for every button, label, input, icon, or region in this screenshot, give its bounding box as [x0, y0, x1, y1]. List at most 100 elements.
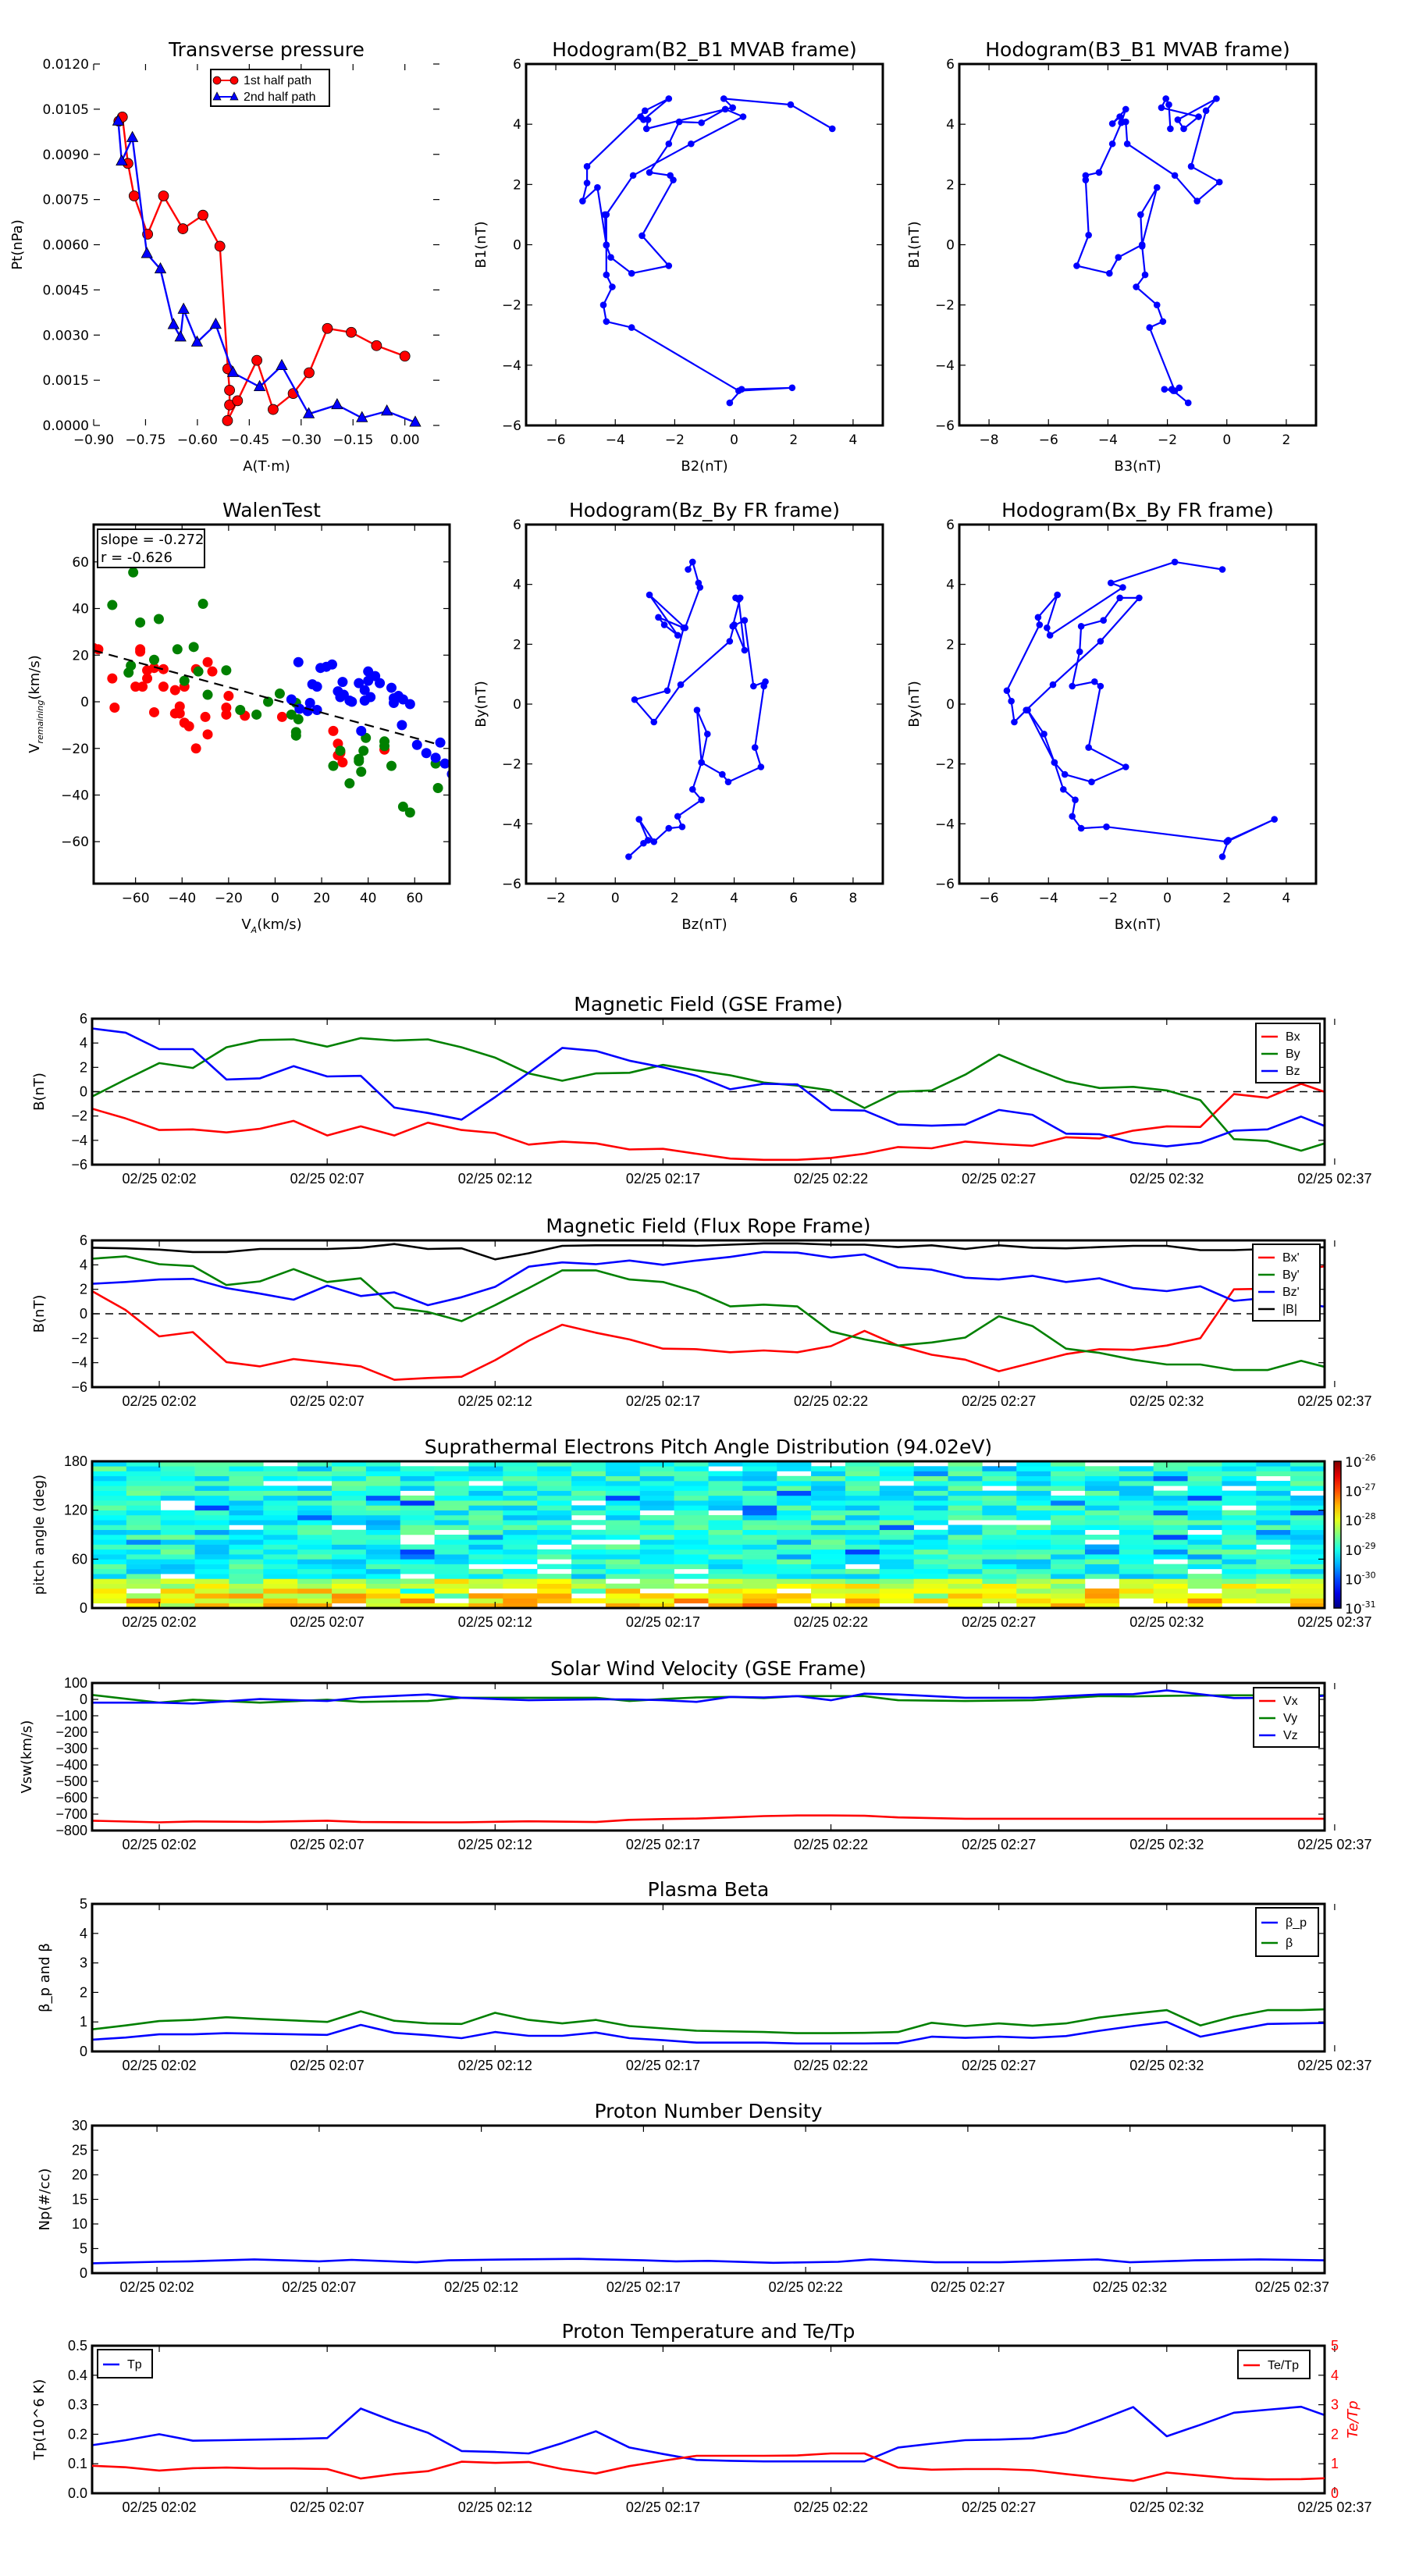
heatmap-cell [777, 1583, 812, 1589]
data-point [112, 114, 125, 126]
heatmap-cell [1222, 1466, 1257, 1471]
heatmap-cell [571, 1544, 606, 1550]
heatmap-cell [194, 1549, 229, 1555]
y-tick-label: −4 [502, 358, 521, 374]
heatmap-cell [913, 1588, 948, 1594]
x-tick-label: −6 [1039, 432, 1058, 448]
heatmap-cell [297, 1490, 333, 1496]
data-point [197, 209, 208, 221]
x-tick-label: 02/25 02:17 [626, 1171, 700, 1187]
heatmap-cell [845, 1520, 880, 1525]
data-point [197, 599, 208, 610]
y-tick-label: −4 [71, 1355, 87, 1371]
series-green [107, 567, 443, 818]
heatmap-cell [229, 1505, 264, 1510]
heatmap-cell [1153, 1564, 1188, 1570]
heatmap-cell [92, 1549, 127, 1555]
data-point [202, 689, 213, 700]
y-tick-label: 5 [80, 2241, 87, 2257]
heatmap-cell [1256, 1578, 1291, 1584]
heatmap-cell [160, 1549, 195, 1555]
data-point [1097, 682, 1104, 690]
heatmap-cell [639, 1525, 674, 1531]
heatmap-cell [194, 1529, 229, 1535]
x-axis-label: Bx(nT) [1115, 916, 1161, 933]
heatmap-cell [1256, 1520, 1291, 1525]
heatmap-cell [639, 1559, 674, 1564]
heatmap-cell [605, 1500, 641, 1506]
data-point [1069, 813, 1076, 820]
heatmap-cell [1222, 1593, 1257, 1599]
heatmap-cell [332, 1588, 367, 1594]
y-tick-label: 0 [946, 238, 955, 254]
y-tick-label: 2 [80, 1984, 87, 2000]
heatmap-cell [468, 1529, 503, 1535]
chart-title: Hodogram(Bx_By FR frame) [1001, 499, 1274, 521]
data-point [1082, 172, 1090, 180]
data-point [1008, 697, 1015, 705]
heatmap-cell [982, 1578, 1017, 1584]
heatmap-cell [400, 1554, 435, 1560]
heatmap-cell [160, 1475, 195, 1482]
heatmap-cell [468, 1583, 503, 1589]
x-tick-label: 02/25 02:37 [1297, 1837, 1371, 1852]
heatmap-cell [948, 1535, 983, 1540]
heatmap-cell [297, 1554, 333, 1560]
y-tick-label: 0.0 [68, 2485, 87, 2501]
heatmap-cell [1256, 1525, 1291, 1531]
data-point [675, 118, 683, 126]
heatmap-cell [537, 1525, 572, 1531]
y-axis-label: B(nT) [31, 1295, 48, 1333]
heatmap-cell [1119, 1578, 1154, 1584]
y-tick-label: 10 [72, 2216, 87, 2232]
heatmap-cell [639, 1514, 674, 1521]
data-point [1193, 197, 1200, 205]
heatmap-cell [605, 1520, 641, 1525]
heatmap-cell [1290, 1471, 1325, 1477]
heatmap-cell [332, 1490, 367, 1496]
heatmap-cell [948, 1481, 983, 1486]
heatmap-cell [365, 1495, 401, 1501]
heatmap-cell [913, 1485, 948, 1491]
heatmap-cell [400, 1549, 435, 1555]
heatmap-cell [1187, 1466, 1222, 1471]
data-point [328, 725, 339, 736]
heatmap-cell [1187, 1598, 1222, 1604]
heatmap-cell [194, 1588, 229, 1594]
heatmap-cell [160, 1481, 195, 1486]
heatmap-cell [1119, 1544, 1154, 1550]
heatmap-cell [92, 1461, 127, 1467]
heatmap-cell [263, 1495, 298, 1501]
heatmap-cell [1051, 1598, 1086, 1604]
y-tick-label: 0 [80, 1692, 87, 1707]
heatmap-cell [1290, 1500, 1325, 1506]
heatmap-cell [1187, 1520, 1222, 1525]
heatmap-cell [229, 1495, 264, 1501]
heatmap-cell [708, 1574, 743, 1579]
heatmap-cell [400, 1568, 435, 1574]
data-point [251, 354, 262, 366]
x-axis-label: B2(nT) [681, 458, 727, 475]
series-line-bx [92, 1083, 1325, 1162]
heatmap-cell [400, 1500, 435, 1506]
y-tick-label: 6 [946, 518, 955, 533]
series-line-te-tp [92, 2452, 1325, 2482]
heatmap-cell [1222, 1535, 1257, 1540]
x-tick-label: 02/25 02:07 [290, 1837, 365, 1852]
y-tick-label: −2 [71, 1330, 87, 1346]
y-axis-label: By(nT) [906, 681, 923, 727]
heatmap-cell [297, 1475, 333, 1482]
x-tick-label: 4 [730, 891, 738, 906]
heatmap-cell [229, 1520, 264, 1525]
heatmap-cell [1290, 1461, 1325, 1467]
heatmap-cell [674, 1514, 709, 1521]
heatmap-cell [913, 1564, 948, 1570]
heatmap-cell [639, 1529, 674, 1535]
data-point [222, 415, 233, 426]
heatmap-cell [605, 1544, 641, 1550]
heatmap-cell [605, 1481, 641, 1486]
heatmap-cell [194, 1505, 229, 1510]
heatmap-cell [708, 1603, 743, 1609]
